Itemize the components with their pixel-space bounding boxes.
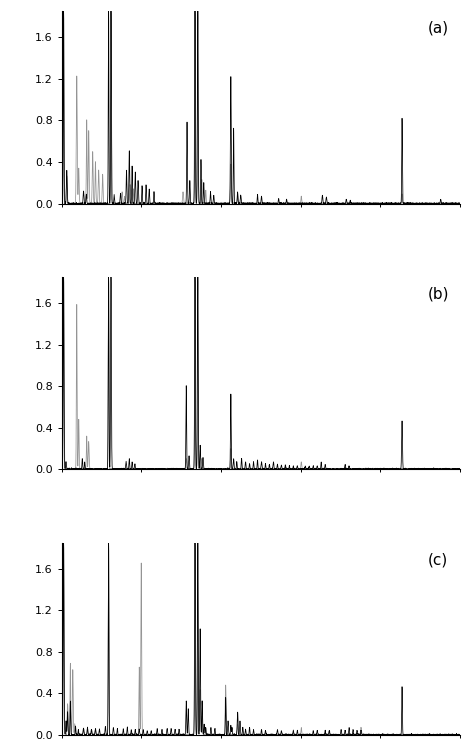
Text: (a): (a) (428, 21, 449, 36)
Text: (b): (b) (428, 286, 449, 302)
Text: (c): (c) (428, 552, 448, 567)
